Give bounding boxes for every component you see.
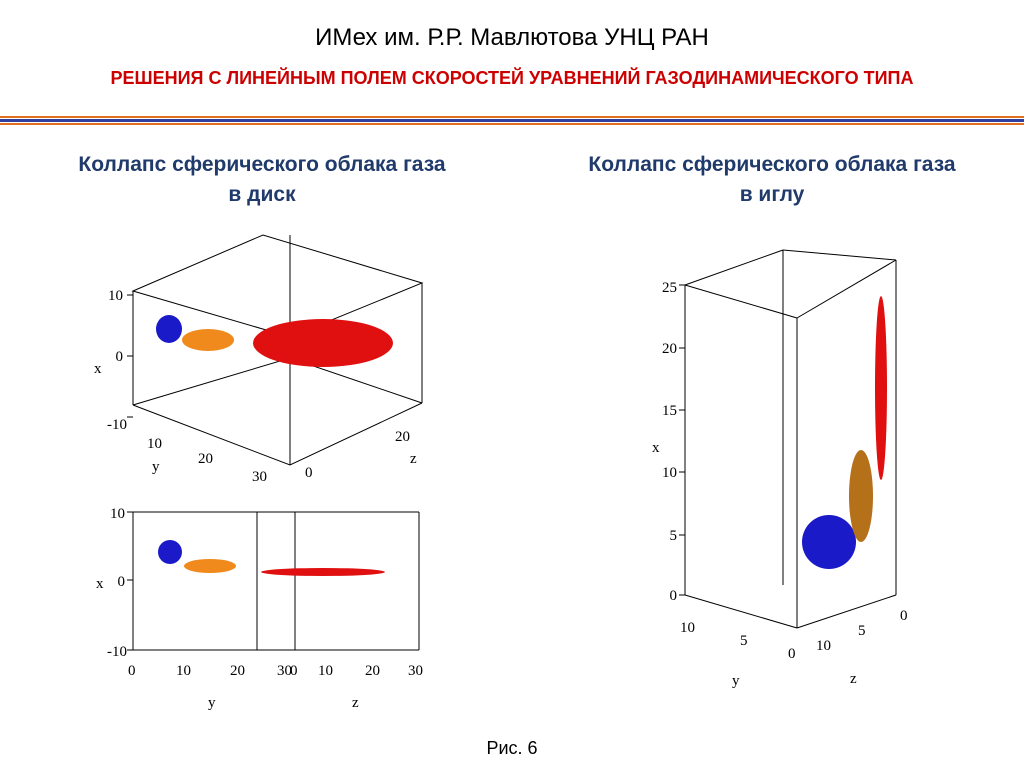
- needle-x-tick-0: 0: [670, 588, 678, 604]
- side-y-tick-30: 30: [277, 663, 292, 679]
- figure-caption: Рис. 6: [486, 738, 538, 758]
- needle-x-tick-5: 5: [670, 528, 678, 544]
- y-tick-30: 30: [252, 469, 267, 485]
- header-divider: [0, 116, 1024, 125]
- z-tick-0: 0: [305, 465, 313, 481]
- right-panel-heading: Коллапс сферического облака газа в иглу: [532, 150, 1012, 210]
- x-tick-10: 10: [108, 288, 123, 304]
- box-edges-back: [132, 357, 423, 406]
- z-tick-20: 20: [395, 429, 410, 445]
- needle-z-tick-10: 10: [816, 638, 831, 654]
- blue-sphere: [156, 315, 182, 343]
- needle-z-tick-0: 0: [900, 608, 908, 624]
- side-z-tick-20: 20: [365, 663, 380, 679]
- side-blue-sphere: [158, 540, 182, 564]
- left-panel-heading-line2: в диск: [228, 183, 296, 206]
- side-y-tick-0: 0: [128, 663, 136, 679]
- divider-orange-line-top: [0, 116, 1024, 118]
- needle-x-tick-25: 25: [662, 280, 677, 296]
- side-x-tick-minus10: -10: [107, 644, 127, 660]
- needle-red-needle: [875, 296, 887, 480]
- side-z-tick-0: 0: [290, 663, 298, 679]
- needle-z-axis-label: z: [850, 671, 857, 687]
- needle-blue-sphere: [802, 515, 856, 569]
- side-x-tick-0: 0: [118, 574, 126, 590]
- z-axis-label: z: [410, 451, 417, 467]
- needle-y-tick-5: 5: [740, 633, 748, 649]
- y-tick-20: 20: [198, 451, 213, 467]
- needle-brown-ellipsoid: [849, 450, 873, 542]
- side-y-axis-label: y: [208, 695, 216, 711]
- header-title: ИМех им. Р.Р. Мавлютова УНЦ РАН: [315, 24, 709, 51]
- y-tick-10: 10: [147, 436, 162, 452]
- side-orange-ellipsoid: [184, 559, 236, 573]
- x-axis-label: x: [94, 361, 102, 377]
- needle-tick-marks: [679, 284, 685, 596]
- needle-x-tick-15: 15: [662, 403, 677, 419]
- needle-y-tick-0: 0: [788, 646, 796, 662]
- needle-x-tick-10: 10: [662, 465, 677, 481]
- x-tick-minus10: -10: [107, 417, 127, 433]
- needle-y-tick-10: 10: [680, 620, 695, 636]
- y-axis-label: y: [152, 459, 160, 475]
- side-y-tick-20: 20: [230, 663, 245, 679]
- right-panel-heading-line1: Коллапс сферического облака газа: [588, 153, 956, 176]
- plot-disk-3d: 10 0 -10 x 10 20 30 y 0 20 z: [94, 234, 424, 485]
- divider-orange-line-bottom: [0, 123, 1024, 125]
- side-x-tick-10: 10: [110, 506, 125, 522]
- left-panel-heading: Коллапс сферического облака газа в диск: [22, 150, 502, 210]
- plot-needle-3d: 25 20 15 10 5 0 x 10 5 0 y 10 5 0 z: [652, 249, 908, 689]
- red-disk: [253, 319, 393, 367]
- header-subtitle: РЕШЕНИЯ С ЛИНЕЙНЫМ ПОЛЕМ СКОРОСТЕЙ УРАВН…: [110, 68, 914, 88]
- orange-ellipsoid: [182, 329, 234, 351]
- side-y-tick-10: 10: [176, 663, 191, 679]
- right-panel-heading-line2: в иглу: [739, 183, 805, 206]
- side-x-axis-label: x: [96, 576, 104, 592]
- left-panel-heading-line1: Коллапс сферического облака газа: [78, 153, 446, 176]
- needle-y-axis-label: y: [732, 673, 740, 689]
- side-z-tick-10: 10: [318, 663, 333, 679]
- side-red-disk: [261, 568, 385, 576]
- x-tick-0: 0: [116, 349, 124, 365]
- plot-disk-side: 10 0 -10 x 0 10 20 30 y 0 10 20 30 z: [96, 506, 423, 711]
- divider-blue-line: [0, 119, 1024, 122]
- needle-x-axis-label: x: [652, 440, 660, 456]
- needle-x-tick-20: 20: [662, 341, 677, 357]
- box-bottom-front: [132, 402, 423, 466]
- needle-z-tick-5: 5: [858, 623, 866, 639]
- side-z-tick-30: 30: [408, 663, 423, 679]
- side-z-axis-label: z: [352, 695, 359, 711]
